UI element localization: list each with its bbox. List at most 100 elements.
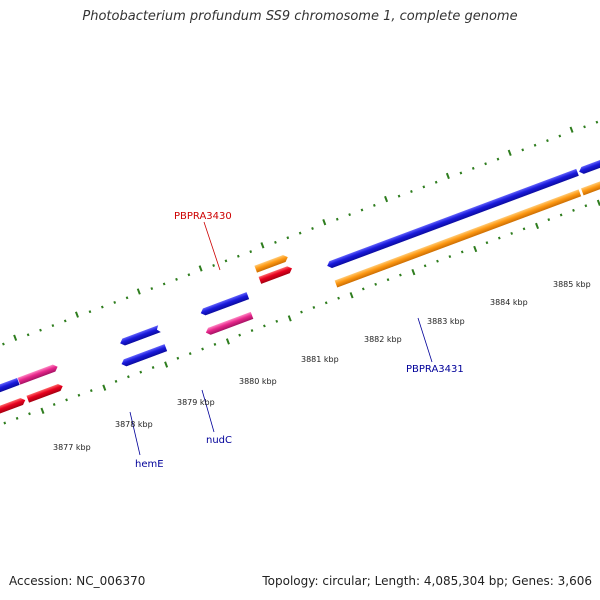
- minor-tick: [114, 379, 118, 383]
- minor-tick: [484, 162, 487, 166]
- gene-PBPRA3430-red[interactable]: [257, 265, 294, 285]
- minor-tick: [28, 412, 31, 416]
- minor-tick: [533, 143, 537, 147]
- leader-nudC: [201, 389, 215, 433]
- minor-tick: [372, 203, 376, 207]
- minor-tick: [386, 278, 390, 282]
- minor-tick: [335, 217, 339, 221]
- minor-tick: [361, 287, 365, 291]
- minor-tick: [595, 120, 599, 124]
- minor-tick: [263, 324, 266, 328]
- major-tick: [445, 172, 450, 180]
- gene-reverse-left-red-2[interactable]: [25, 382, 64, 404]
- minor-tick: [496, 157, 500, 161]
- minor-tick: [3, 421, 7, 425]
- minor-tick: [399, 273, 402, 277]
- minor-tick: [113, 300, 117, 304]
- minor-tick: [238, 333, 242, 337]
- minor-tick: [374, 282, 378, 286]
- minor-tick: [77, 393, 81, 397]
- scale-label-3881: 3881 kbp: [301, 355, 339, 364]
- minor-tick: [572, 208, 575, 212]
- minor-tick: [311, 227, 314, 230]
- scale-ticks-upper: [2, 120, 599, 346]
- minor-tick: [510, 231, 514, 235]
- major-tick: [322, 219, 327, 226]
- minor-tick: [250, 329, 254, 333]
- minor-tick: [15, 416, 19, 420]
- gene-label-hemE[interactable]: hemE: [135, 459, 164, 470]
- gene-reverse-left-red[interactable]: [0, 396, 27, 424]
- minor-tick: [139, 370, 143, 374]
- minor-tick: [436, 259, 439, 263]
- gene-label-PBPRA3430[interactable]: PBPRA3430: [174, 211, 232, 222]
- chromosome-backbone: [0, 152, 600, 413]
- leader-PBPRA3430: [203, 221, 221, 271]
- scale-ticks-lower: [3, 199, 600, 425]
- minor-tick: [2, 342, 5, 346]
- minor-tick: [125, 296, 129, 300]
- gene-PBPRA3431-forward[interactable]: [325, 168, 580, 269]
- gene-PBPRA3431[interactable]: [333, 188, 582, 289]
- minor-tick: [275, 319, 279, 323]
- minor-tick: [460, 250, 464, 254]
- minor-tick: [65, 398, 68, 402]
- gene-reverse-right-orange[interactable]: [580, 159, 600, 197]
- minor-tick: [485, 241, 489, 245]
- minor-tick: [213, 342, 217, 346]
- scale-label-3878: 3878 kbp: [115, 420, 153, 429]
- scale-label-3879: 3879 kbp: [177, 398, 215, 407]
- minor-tick: [151, 366, 155, 369]
- scale-label-3877: 3877 kbp: [53, 443, 91, 452]
- gene-forward-left-pink[interactable]: [16, 363, 59, 386]
- major-tick: [40, 407, 45, 414]
- minor-tick: [63, 319, 67, 323]
- minor-tick: [286, 236, 290, 240]
- major-tick: [569, 126, 574, 133]
- major-tick: [473, 245, 478, 253]
- minor-tick: [397, 194, 401, 198]
- minor-tick: [521, 148, 525, 152]
- gene-label-PBPRA3431[interactable]: PBPRA3431: [406, 364, 464, 375]
- gene-label-nudC[interactable]: nudC: [206, 435, 232, 446]
- minor-tick: [274, 240, 277, 244]
- minor-tick: [324, 301, 328, 305]
- gene-hemE[interactable]: [120, 343, 168, 368]
- minor-tick: [312, 305, 316, 309]
- scale-label-3885: 3885 kbp: [553, 280, 591, 289]
- minor-tick: [187, 273, 191, 277]
- minor-tick: [88, 310, 92, 314]
- major-tick: [164, 361, 169, 368]
- minor-tick: [522, 227, 526, 231]
- major-tick: [102, 384, 107, 391]
- minor-tick: [360, 208, 364, 212]
- minor-tick: [236, 254, 240, 258]
- gene-PBPRA3430[interactable]: [253, 253, 290, 274]
- scale-label-3883: 3883 kbp: [427, 317, 465, 326]
- minor-tick: [51, 324, 55, 328]
- scale-label-3880: 3880 kbp: [239, 377, 277, 386]
- accession-text: Accession: NC_006370: [9, 574, 146, 588]
- major-tick: [13, 334, 18, 341]
- minor-tick: [434, 180, 438, 184]
- minor-tick: [423, 264, 427, 268]
- scale-label-3882: 3882 kbp: [364, 335, 402, 344]
- minor-tick: [583, 125, 586, 129]
- gene-forward-right-blue[interactable]: [577, 140, 600, 176]
- minor-tick: [422, 185, 426, 189]
- major-tick: [411, 268, 416, 276]
- minor-tick: [39, 328, 42, 332]
- gene-nudC-forward[interactable]: [199, 291, 250, 317]
- minor-tick: [52, 403, 56, 406]
- minor-tick: [337, 296, 340, 300]
- gene-nudC[interactable]: [204, 311, 255, 337]
- minor-tick: [300, 310, 303, 314]
- minor-tick: [348, 213, 351, 217]
- minor-tick: [224, 259, 228, 263]
- major-tick: [74, 311, 79, 318]
- gene-hemE-forward[interactable]: [118, 324, 163, 348]
- major-tick: [535, 222, 540, 230]
- minor-tick: [558, 134, 562, 138]
- leader-hemE: [129, 411, 141, 456]
